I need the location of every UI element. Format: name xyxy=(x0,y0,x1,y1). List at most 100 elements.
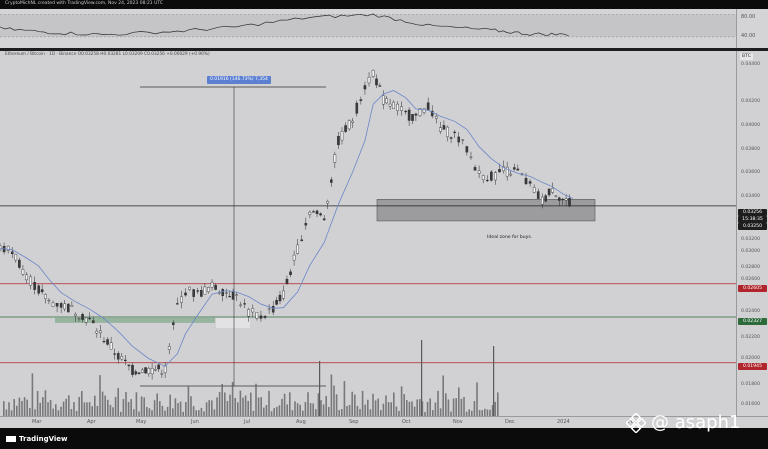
candle-body xyxy=(207,287,210,292)
candle-body xyxy=(6,245,10,251)
candle-body xyxy=(21,269,25,275)
volume-bar xyxy=(213,409,216,416)
volume-bar xyxy=(112,407,114,416)
candle-body xyxy=(47,299,51,302)
volume-bar xyxy=(127,401,130,416)
volume-bar xyxy=(343,381,346,416)
candle-body xyxy=(63,303,67,310)
volume-bar xyxy=(260,397,262,416)
candle-body xyxy=(469,156,473,158)
candle-body xyxy=(74,313,77,317)
volume-bar xyxy=(62,401,65,416)
candle-body xyxy=(457,136,461,143)
volume-bar xyxy=(450,411,452,416)
volume-bar xyxy=(489,409,491,416)
volume-bar xyxy=(377,398,379,416)
moving-average-line xyxy=(0,90,574,367)
price-chart-area[interactable] xyxy=(0,51,736,416)
footer-bar: TradingView xyxy=(0,428,768,449)
tradingview-label: TradingView xyxy=(19,435,68,443)
candle-body xyxy=(528,181,532,184)
candle-body xyxy=(449,137,453,139)
volume-bar xyxy=(299,404,301,416)
time-tick: Mar xyxy=(32,419,42,425)
volume-bar xyxy=(494,401,496,416)
volume-bar xyxy=(21,401,23,416)
volume-bar xyxy=(3,401,5,416)
volume-bar xyxy=(247,400,249,416)
volume-bar xyxy=(47,402,49,416)
symbol-legend: Ethereum / Bitcoin · 1D · Binance O0.032… xyxy=(5,52,210,57)
time-axis[interactable]: Mar Apr May Jun Jul Aug Sep Oct Nov Dec … xyxy=(0,416,768,429)
volume-bar xyxy=(497,392,499,416)
rsi-line xyxy=(0,13,569,37)
watermark-text: @ asaph1 xyxy=(651,412,741,433)
candle-body xyxy=(561,198,565,201)
volume-bar xyxy=(304,401,307,416)
panel-separator[interactable] xyxy=(0,48,768,51)
candle-body xyxy=(84,317,88,323)
candle-body xyxy=(304,223,308,226)
volume-bar xyxy=(447,399,450,416)
candle-body xyxy=(375,78,378,86)
candle-body xyxy=(160,373,164,375)
volume-bar xyxy=(75,410,78,416)
candle-body xyxy=(180,296,183,303)
volume-bar xyxy=(387,402,390,416)
candle-body xyxy=(407,109,411,121)
volume-bar xyxy=(330,374,333,416)
candle-body xyxy=(124,359,127,362)
candle-body xyxy=(564,198,568,201)
candle-body xyxy=(37,285,41,294)
time-tick: 2024 xyxy=(557,419,570,425)
volume-bar xyxy=(10,410,13,416)
tradingview-brand[interactable]: TradingView xyxy=(6,435,68,443)
volume-bar xyxy=(455,398,457,416)
volume-bar xyxy=(317,393,320,416)
volume-bar xyxy=(195,410,197,416)
volume-bar xyxy=(57,410,60,416)
volume-bar xyxy=(445,393,447,416)
volume-bar xyxy=(86,402,88,416)
volume-bar xyxy=(8,402,10,416)
volume-bar xyxy=(198,410,200,416)
volume-bar xyxy=(452,398,455,416)
rsi-chart[interactable] xyxy=(0,9,736,48)
volume-bar xyxy=(270,411,273,416)
candle-body xyxy=(259,315,263,319)
price-axis[interactable]: 0.04400 0.04200 0.04000 0.03800 0.03600 … xyxy=(736,51,768,416)
measure-label: 0.01916 (146.73%) 7,354 xyxy=(207,76,271,84)
volume-bar xyxy=(468,409,470,416)
candle-body xyxy=(10,251,14,255)
candle-body xyxy=(524,178,528,185)
price-chart[interactable] xyxy=(0,51,736,416)
volume-bar xyxy=(205,402,208,416)
volume-bar xyxy=(101,391,104,416)
volume-bar xyxy=(491,405,494,416)
volume-bar xyxy=(268,390,270,416)
volume-bar xyxy=(135,392,138,416)
candle-body xyxy=(102,340,106,343)
candle-body xyxy=(498,169,501,173)
volume-bar xyxy=(372,393,374,416)
volume-bar xyxy=(34,409,36,416)
buy-zone-box xyxy=(376,199,596,222)
volume-bar xyxy=(218,392,221,416)
candle-body xyxy=(278,294,282,302)
volume-spike xyxy=(493,346,495,416)
publisher-line: CryptoMichNL created with TradingView.co… xyxy=(5,1,164,6)
volume-bar xyxy=(169,394,171,416)
volume-bar xyxy=(403,394,405,416)
volume-bar xyxy=(31,373,34,416)
volume-bar xyxy=(88,402,91,416)
candle-body xyxy=(271,306,275,313)
candle-body xyxy=(40,289,44,293)
candle-body xyxy=(176,303,179,305)
candle-body xyxy=(404,110,408,113)
volume-bar xyxy=(302,410,304,416)
volume-bar xyxy=(484,408,486,416)
binance-logo-icon xyxy=(626,413,646,433)
volume-bar xyxy=(114,396,117,416)
candle-body xyxy=(18,259,21,268)
candle-body xyxy=(344,125,347,132)
